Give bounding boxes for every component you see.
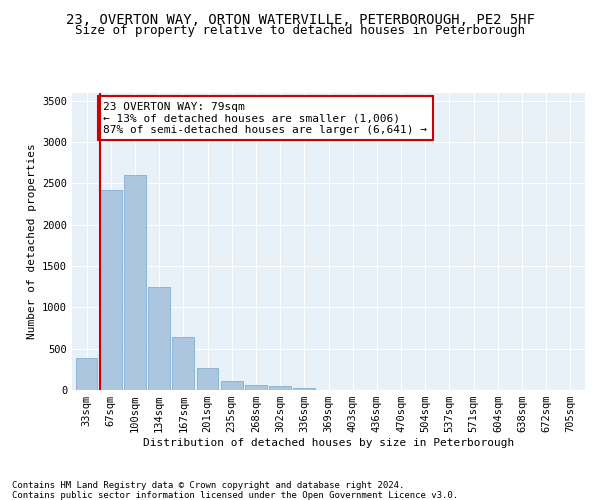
- Bar: [124, 175, 146, 390]
- Y-axis label: Number of detached properties: Number of detached properties: [26, 144, 37, 339]
- X-axis label: Distribution of detached houses by size in Peterborough: Distribution of detached houses by size …: [143, 438, 514, 448]
- Bar: [100, 190, 122, 390]
- Bar: [245, 386, 267, 390]
- Bar: [172, 337, 194, 390]
- Bar: [269, 386, 291, 390]
- Bar: [221, 381, 242, 390]
- Text: 23, OVERTON WAY, ORTON WATERVILLE, PETERBOROUGH, PE2 5HF: 23, OVERTON WAY, ORTON WATERVILLE, PETER…: [65, 12, 535, 26]
- Text: Contains HM Land Registry data © Crown copyright and database right 2024.: Contains HM Land Registry data © Crown c…: [12, 481, 404, 490]
- Text: 23 OVERTON WAY: 79sqm
← 13% of detached houses are smaller (1,006)
87% of semi-d: 23 OVERTON WAY: 79sqm ← 13% of detached …: [103, 102, 427, 135]
- Text: Contains public sector information licensed under the Open Government Licence v3: Contains public sector information licen…: [12, 491, 458, 500]
- Text: Size of property relative to detached houses in Peterborough: Size of property relative to detached ho…: [75, 24, 525, 37]
- Bar: [76, 358, 97, 390]
- Bar: [197, 368, 218, 390]
- Bar: [293, 388, 315, 390]
- Bar: [148, 286, 170, 390]
